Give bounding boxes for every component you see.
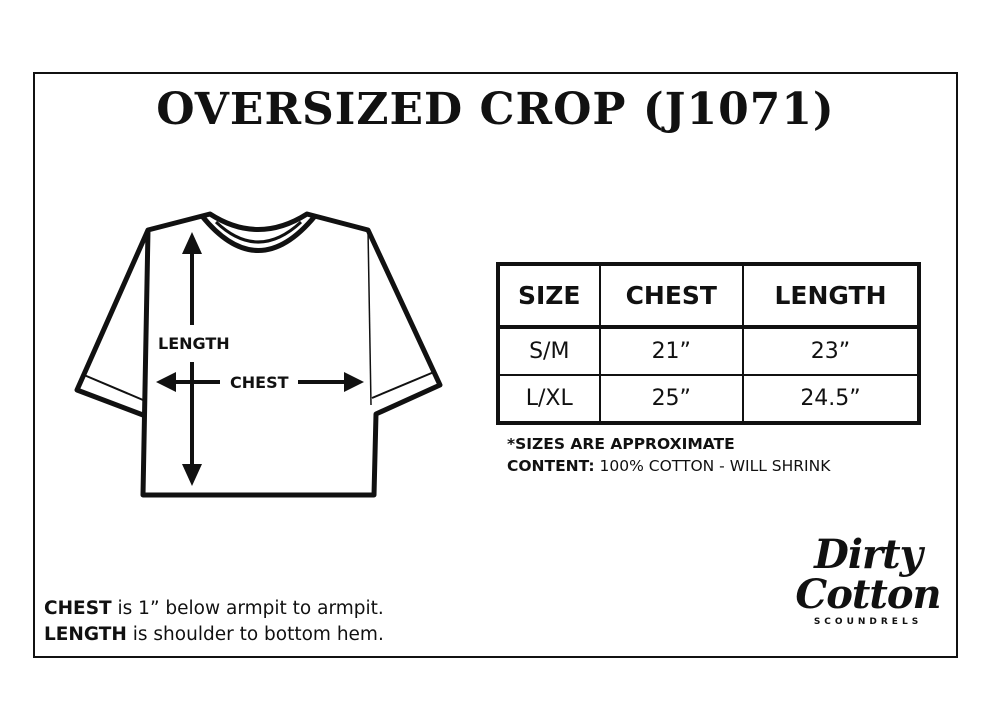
arrow-head-down (182, 464, 202, 486)
header-chest: CHEST (598, 263, 745, 329)
length-label: LENGTH (158, 334, 230, 353)
arrow-head-up (182, 232, 202, 254)
content-label: CONTENT: (507, 457, 595, 475)
arrow-head-right (344, 372, 364, 392)
sleeve-cuff-left (83, 374, 144, 401)
table-row: L/XL 25” 24.5” (497, 374, 920, 424)
logo-line1: Dirty (814, 531, 923, 578)
approx-note: *SIZES ARE APPROXIMATE (507, 435, 735, 453)
cell-chest: 25” (598, 374, 745, 424)
collar-outer (200, 214, 317, 253)
size-table: SIZE CHEST LENGTH S/M 21” 23” L/XL 25” 2… (496, 262, 921, 425)
page-title: OVERSIZED CROP (J1071) (156, 84, 835, 135)
body-side-left (144, 229, 149, 411)
content-value: 100% COTTON - WILL SHRINK (594, 457, 831, 475)
logo-line3: SCOUNDRELS (813, 617, 923, 627)
length-desc: is shoulder to bottom hem. (126, 624, 384, 645)
cell-size: S/M (497, 326, 601, 376)
logo-line2: Cotton (795, 571, 941, 618)
body-side-right (367, 229, 372, 406)
brand-logo: Dirty Cotton SCOUNDRELS (788, 531, 948, 628)
header-length: LENGTH (742, 263, 920, 329)
chest-term: CHEST (44, 598, 112, 619)
size-notes: *SIZES ARE APPROXIMATE CONTENT: 100% COT… (507, 433, 830, 477)
measurement-notes: CHEST is 1” below armpit to armpit. LENG… (44, 596, 384, 648)
table-header-row: SIZE CHEST LENGTH (497, 263, 920, 329)
length-term: LENGTH (44, 624, 127, 645)
cell-size: L/XL (497, 374, 601, 424)
cell-length: 24.5” (742, 374, 920, 424)
page-frame (33, 72, 958, 658)
collar-inner (214, 220, 303, 244)
header-size: SIZE (497, 263, 601, 329)
shirt-outline (74, 211, 443, 498)
chest-desc: is 1” below armpit to armpit. (111, 598, 384, 619)
cell-chest: 21” (598, 326, 745, 376)
sleeve-cuff-right (371, 371, 435, 399)
cell-length: 23” (742, 326, 920, 376)
chest-label: CHEST (230, 373, 289, 392)
table-row: S/M 21” 23” (497, 326, 920, 376)
arrow-head-left (156, 372, 176, 392)
